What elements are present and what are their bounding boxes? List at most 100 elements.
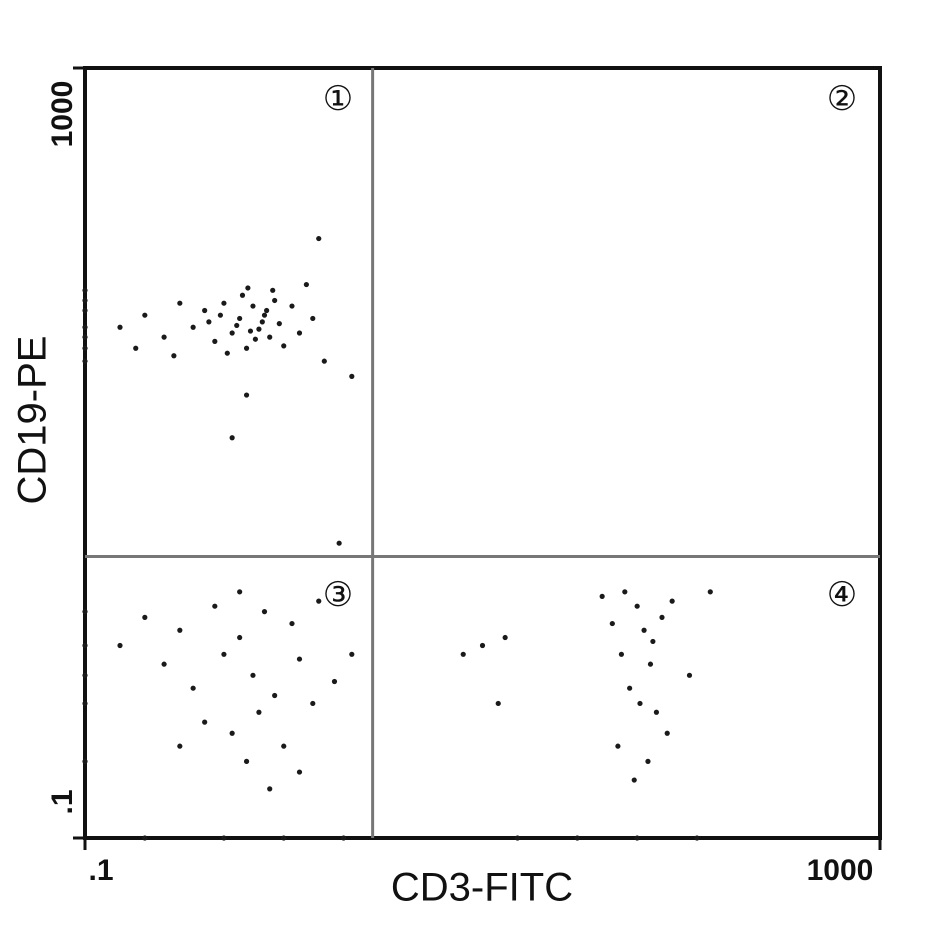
event-dot	[243, 345, 250, 351]
event-dot	[237, 315, 243, 322]
event-dot	[234, 322, 240, 329]
event-dot	[82, 324, 88, 330]
event-dot	[229, 330, 235, 336]
event-dot	[229, 435, 235, 441]
event-dot	[142, 835, 148, 841]
event-dot	[190, 685, 196, 691]
event-dot	[177, 627, 183, 633]
event-dot	[259, 319, 265, 325]
event-dot	[82, 334, 88, 340]
event-dot	[502, 634, 508, 641]
event-dot	[221, 835, 227, 841]
event-dot	[637, 700, 643, 707]
quadrant-label: ③	[323, 576, 353, 614]
event-dot	[142, 614, 148, 620]
event-dot	[117, 642, 123, 649]
event-dot	[82, 345, 88, 351]
event-dot	[267, 786, 273, 792]
event-dot	[82, 609, 88, 615]
event-dot	[631, 777, 637, 783]
event-dot	[82, 307, 88, 314]
plot-frame	[83, 66, 882, 840]
event-dot	[615, 743, 621, 749]
event-dot	[221, 300, 227, 306]
event-dot	[272, 297, 278, 304]
event-dot	[239, 292, 246, 298]
event-dot	[336, 540, 342, 546]
event-dot	[694, 835, 700, 841]
event-dot	[622, 589, 628, 595]
event-dot	[82, 297, 88, 304]
event-dot	[276, 321, 282, 327]
event-dot	[171, 353, 177, 359]
event-dot	[82, 642, 88, 649]
x-tick-label: 1000	[807, 854, 874, 887]
event-dot	[618, 651, 625, 657]
event-dot	[653, 709, 660, 715]
event-dot	[245, 285, 251, 291]
quadrant-label: ④	[827, 576, 857, 614]
event-dot	[707, 589, 713, 595]
event-dot	[686, 672, 693, 678]
event-dot	[133, 345, 139, 351]
event-dot	[316, 598, 322, 604]
event-dot	[664, 730, 670, 736]
event-dot	[117, 324, 123, 330]
event-dot	[289, 620, 295, 627]
event-dot	[310, 700, 316, 707]
event-dot	[261, 609, 268, 615]
event-dot	[212, 603, 218, 609]
event-dot	[281, 343, 287, 349]
x-tick-label: .1	[88, 854, 113, 887]
y-tick-label: .1	[46, 789, 79, 814]
event-dot	[270, 287, 276, 293]
event-dot	[296, 769, 303, 775]
event-dot	[177, 743, 183, 749]
event-dot	[641, 627, 647, 633]
event-dot	[217, 312, 223, 318]
event-dot	[340, 835, 347, 841]
event-dot	[243, 392, 250, 398]
event-dot	[252, 336, 258, 342]
quadrant-label: ②	[827, 80, 857, 118]
event-dot	[261, 312, 268, 318]
event-dot	[177, 300, 183, 306]
x-axis-label: CD3-FITC	[391, 866, 573, 910]
event-dot	[331, 678, 338, 685]
event-dot	[645, 758, 651, 764]
event-dot	[659, 614, 665, 620]
event-dot	[289, 303, 295, 309]
event-dot	[82, 672, 88, 678]
event-dot	[281, 835, 287, 841]
event-dot	[669, 598, 675, 604]
event-dot	[310, 315, 316, 322]
event-dot	[267, 334, 273, 340]
event-dot	[202, 719, 208, 725]
event-dot	[142, 312, 148, 318]
event-dot	[272, 692, 278, 699]
event-dot	[237, 634, 243, 641]
event-dot	[281, 743, 287, 749]
event-dot	[495, 700, 501, 707]
event-dot	[250, 672, 256, 678]
event-dot	[514, 835, 521, 841]
event-dot	[264, 307, 270, 314]
event-dot	[250, 303, 256, 309]
event-dot	[247, 328, 254, 334]
event-dot	[296, 656, 303, 662]
event-dot	[82, 758, 88, 764]
event-dot	[202, 307, 208, 314]
event-dot	[650, 638, 656, 645]
event-dot	[303, 281, 309, 288]
event-dot	[190, 324, 196, 330]
event-dot	[206, 319, 212, 325]
event-dot	[256, 709, 262, 715]
event-dot	[82, 287, 88, 293]
event-dot	[647, 661, 654, 667]
event-dot	[574, 835, 580, 841]
y-axis-label: CD19-PE	[11, 336, 55, 505]
event-dot	[82, 358, 88, 364]
event-dot	[349, 373, 355, 379]
